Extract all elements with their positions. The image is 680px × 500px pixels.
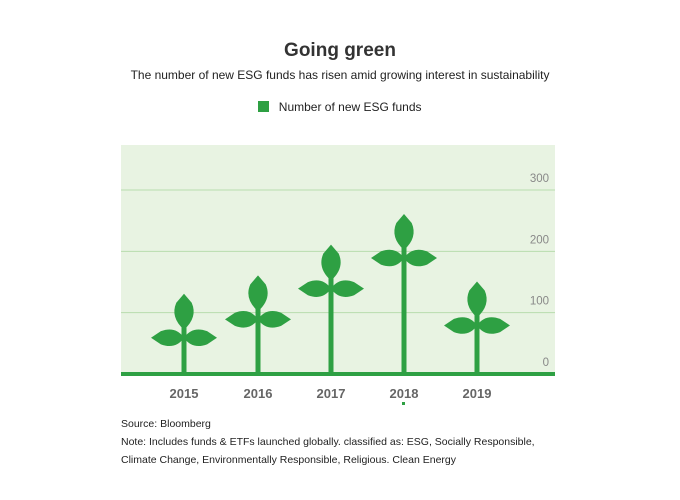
x-tick-labels: 2015 2016 2017 2018 2019 — [170, 386, 492, 401]
leaf-top-2016 — [248, 275, 268, 312]
y-tick-label-300: 300 — [530, 173, 549, 185]
y-tick-label-100: 100 — [530, 296, 549, 308]
y-tick-label-0: 0 — [543, 357, 549, 369]
y-tick-labels: 0 100 200 300 — [530, 173, 549, 369]
plant-stem-2018 — [401, 236, 407, 374]
leaf-left-2019 — [444, 317, 477, 334]
plant-2016 — [225, 275, 291, 374]
plant-2015 — [151, 293, 217, 374]
chart-title: Going green — [284, 40, 396, 61]
leaf-left-2016 — [225, 311, 258, 328]
plant-2018 — [371, 214, 437, 374]
leaf-top-2019 — [467, 281, 487, 318]
leaf-right-2015 — [184, 329, 217, 347]
chart-notes: Source: Bloomberg Note: Includes funds &… — [121, 415, 581, 469]
plant-bars — [151, 214, 510, 374]
leaf-right-2019 — [477, 317, 510, 334]
plant-stem-2017 — [328, 266, 334, 374]
chart-subtitle: The number of new ESG funds has risen am… — [130, 68, 550, 82]
leaf-left-2015 — [151, 329, 184, 347]
legend-label: Number of new ESG funds — [278, 100, 422, 114]
note-line-2: Climate Change, Environmentally Responsi… — [121, 454, 457, 466]
legend: Number of new ESG funds — [0, 100, 680, 114]
plant-2017 — [298, 244, 364, 374]
leaf-top-2017 — [321, 244, 341, 281]
leaf-left-2018 — [371, 249, 404, 267]
x-tick-label-2018: 2018 — [390, 386, 419, 401]
note-line-1: Note: Includes funds & ETFs launched glo… — [121, 436, 535, 448]
x-tick-label-2019: 2019 — [463, 386, 492, 401]
x-tick-label-2016: 2016 — [244, 386, 273, 401]
x-tick-label-2015: 2015 — [170, 386, 199, 401]
leaf-right-2017 — [331, 280, 364, 297]
leaf-top-2018 — [394, 214, 414, 250]
leaf-left-2017 — [298, 280, 331, 297]
plant-stem-2016 — [255, 297, 261, 374]
legend-swatch — [258, 101, 270, 112]
plant-stem-2015 — [181, 315, 187, 374]
y-tick-label-200: 200 — [530, 234, 549, 246]
baseline-marker — [402, 402, 405, 405]
leaf-right-2018 — [404, 249, 437, 267]
leaf-right-2016 — [258, 311, 291, 328]
plant-2019 — [444, 281, 510, 374]
source-text: Source: Bloomberg — [121, 418, 211, 430]
x-tick-label-2017: 2017 — [317, 386, 346, 401]
plant-stem-2019 — [474, 303, 480, 374]
leaf-top-2015 — [174, 293, 194, 330]
